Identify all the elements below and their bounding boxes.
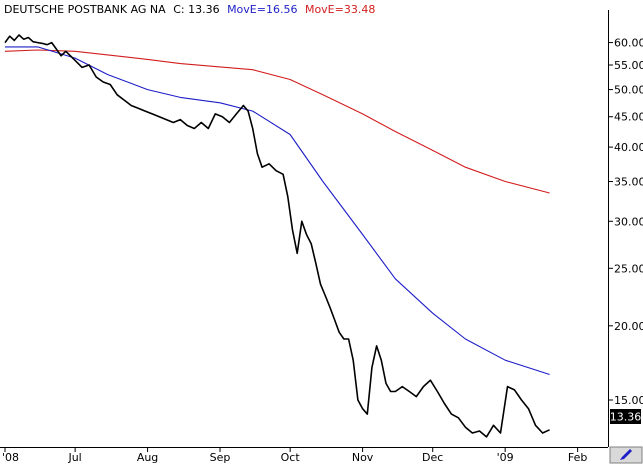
x-tick-label: Sep	[210, 451, 231, 464]
y-tick-label: 30.00	[614, 215, 643, 228]
last-price-badge	[610, 409, 641, 424]
y-tick-label: 20.00	[614, 320, 643, 333]
chart-header: DEUTSCHE POSTBANK AG NA C: 13.36 MovE=16…	[4, 3, 375, 16]
x-tick-label: Feb	[568, 451, 587, 464]
y-tick-label: 40.00	[614, 141, 643, 154]
y-tick-label: 55.00	[614, 59, 643, 72]
y-tick-label: 15.00	[614, 394, 643, 407]
x-tick-label: '09	[497, 451, 514, 464]
stock-name: DEUTSCHE POSTBANK AG NA	[4, 3, 166, 16]
price-series-line	[4, 34, 550, 438]
y-tick-label: 35.00	[614, 176, 643, 189]
x-tick-label: Jul	[67, 451, 81, 464]
x-tick-label: Dec	[422, 451, 443, 464]
x-tick-label: Oct	[281, 451, 301, 464]
y-tick-label: 50.00	[614, 84, 643, 97]
ma-long-label: MovE=33.48	[305, 3, 375, 16]
ma-long-series-line	[4, 49, 550, 194]
pencil-icon	[620, 449, 632, 460]
ma-short-label: MovE=16.56	[227, 3, 297, 16]
y-tick-label: 25.00	[614, 262, 643, 275]
close-price: C: 13.36	[173, 3, 219, 16]
x-tick-label: Nov	[352, 451, 374, 464]
y-tick-label: 60.00	[614, 37, 643, 50]
x-tick-label: Aug	[137, 451, 158, 464]
y-tick-label: 45.00	[614, 111, 643, 124]
x-tick-label: '08	[2, 451, 19, 464]
last-price-value: 13.36	[610, 411, 642, 424]
ma-short-series-line	[5, 46, 550, 376]
